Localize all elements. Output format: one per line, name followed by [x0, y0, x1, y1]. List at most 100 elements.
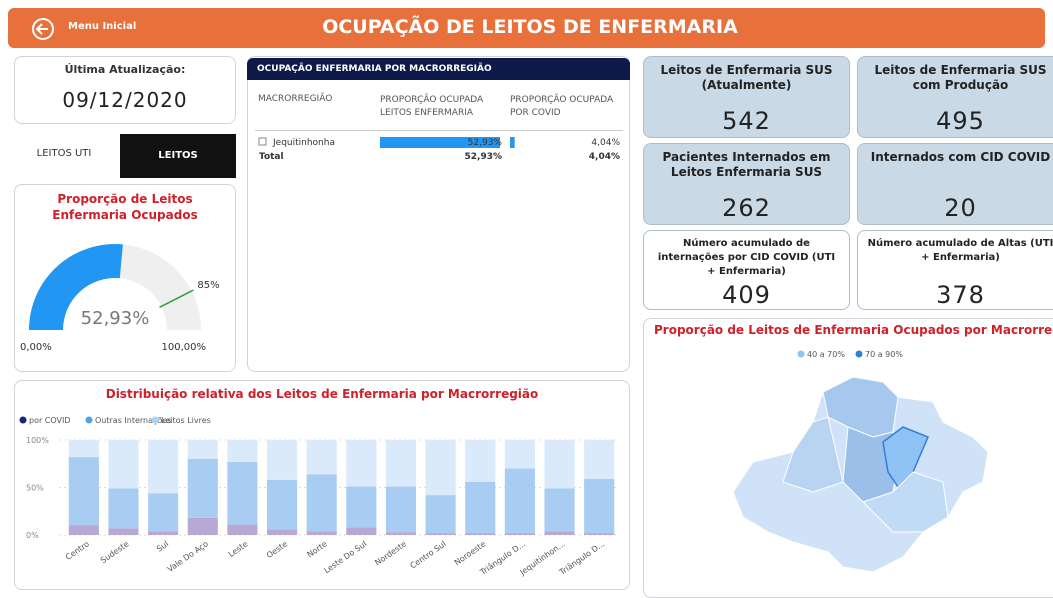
- legend-label: 40 a 70%: [807, 350, 845, 359]
- bar-segment: [68, 525, 99, 535]
- update-card: Última Atualização: 09/12/2020: [14, 56, 236, 124]
- bar-segment: [584, 440, 615, 479]
- cell: 4,04%: [589, 152, 620, 162]
- header: [8, 8, 1045, 48]
- kpi-title: Número acumulado de internações por CID …: [657, 238, 836, 277]
- bar-segment: [346, 486, 377, 528]
- y-tick-label: 0%: [26, 531, 39, 540]
- bar-segment: [68, 457, 99, 526]
- back-icon[interactable]: [30, 16, 56, 42]
- gauge-value: [29, 244, 123, 330]
- x-tick-label: Vale Do Aço: [166, 539, 210, 574]
- bar-segment: [306, 440, 337, 475]
- x-tick-label: Centro: [64, 539, 91, 562]
- x-tick-label: Centro Sul: [408, 539, 447, 570]
- gauge-max-label: 100,00%: [162, 342, 207, 353]
- bar-segment: [504, 468, 535, 534]
- bar-segment: [544, 488, 575, 532]
- bar-segment: [504, 533, 535, 535]
- data-bar: [380, 137, 501, 148]
- cell: 52,93%: [465, 152, 503, 162]
- cell: Total: [259, 152, 284, 162]
- kpi-title: Leitos de Enfermaria SUS com Produção: [874, 63, 1047, 92]
- bar-segment: [385, 532, 417, 535]
- legend-dot: [151, 416, 159, 424]
- kpi-value: 542: [722, 107, 771, 135]
- table-rule: [255, 130, 623, 131]
- data-bar: [510, 137, 515, 148]
- map-region: [862, 471, 949, 533]
- bar-segment: [346, 527, 377, 535]
- legend-dot: [855, 350, 863, 358]
- bar-segment: [346, 440, 377, 487]
- bar-segment: [584, 533, 615, 535]
- bar-segment: [465, 481, 496, 534]
- kpi-title: Internados com CID COVID: [870, 150, 1051, 164]
- kpi-value: 378: [936, 281, 985, 309]
- map: 40 a 70% 70 a 90%: [732, 350, 989, 573]
- kpi-card: Pacientes Internados em Leitos Enfermari…: [643, 143, 850, 225]
- bar-segment: [227, 440, 258, 462]
- x-tick-label: Nordeste: [373, 539, 408, 567]
- bar-segment: [68, 440, 99, 458]
- bar-segment: [425, 533, 456, 535]
- bar-title: Distribuição relativa dos Leitos de Enfe…: [105, 387, 539, 401]
- gauge-min-label: 0,00%: [20, 342, 52, 353]
- bar-segment: [306, 474, 337, 532]
- legend-label: Leitos Livres: [161, 416, 211, 425]
- kpi-value: 409: [722, 281, 771, 309]
- bar-segment: [266, 529, 298, 535]
- bar-segment: [187, 517, 218, 535]
- legend-dot: [19, 416, 27, 424]
- tab-active[interactable]: LEITOS ENFERMARIA: [120, 134, 236, 205]
- kpi-value: 262: [722, 194, 771, 222]
- bar-segment: [425, 495, 456, 534]
- update-date: 09/12/2020: [62, 88, 188, 112]
- kpi-title: Pacientes Internados em Leitos Enfermari…: [662, 150, 831, 179]
- bar-segment: [306, 531, 337, 535]
- bar-segment: [465, 533, 496, 535]
- map-title: Proporção de Leitos de Enfermaria Ocupad…: [654, 323, 1053, 337]
- expand-icon: [258, 137, 267, 146]
- bar-segment: [108, 488, 139, 529]
- kpi-title: Leitos de Enfermaria SUS (Atualmente): [660, 63, 833, 92]
- x-tick-label: Norte: [305, 539, 328, 559]
- column-header: PROPORÇÃO OCUPADA POR COVID: [510, 95, 614, 118]
- table-title: OCUPAÇÃO ENFERMARIA POR MACRORREGIÃO: [247, 58, 630, 80]
- gauge-target-label: 85%: [197, 280, 219, 291]
- bar-segment: [504, 440, 535, 469]
- bar-segment: [148, 531, 179, 535]
- bar-segment: [148, 493, 179, 532]
- bar-segment: [187, 440, 218, 459]
- bar-segment: [148, 440, 179, 494]
- kpi-card: Internados com CID COVID 20: [857, 143, 1053, 225]
- legend-label: Outras Internações: [95, 416, 171, 425]
- kpi-value: 20: [944, 194, 977, 222]
- kpi-value: 495: [936, 107, 985, 135]
- legend-dot: [85, 416, 93, 424]
- column-header: MACRORREGIÃO: [258, 94, 333, 104]
- map-region: [782, 416, 844, 493]
- x-tick-label: Sudeste: [99, 539, 131, 565]
- gauge-value-label: 52,93%: [81, 308, 150, 329]
- back-label[interactable]: Menu Inicial: [68, 21, 137, 32]
- kpi-card: Número acumulado de Altas (UTI + Enferma…: [857, 230, 1053, 310]
- cell: Jequitinhonha: [272, 138, 335, 148]
- tab[interactable]: LEITOS UTI: [36, 148, 92, 159]
- column-header: PROPORÇÃO OCUPADA LEITOS ENFERMARIA: [380, 95, 484, 118]
- x-tick-label: Sul: [155, 539, 170, 553]
- kpi-title: Número acumulado de Altas (UTI + Enferma…: [867, 238, 1053, 263]
- bar-segment: [385, 440, 417, 487]
- legend-dot: [797, 350, 805, 358]
- table-body: Jequitinhonha 52,93% 4,04% Total 52,93% 4,04%: [258, 137, 620, 162]
- header-title: OCUPAÇÃO DE LEITOS DE ENFERMARIA: [322, 16, 738, 38]
- x-tick-label: Oeste: [265, 539, 289, 560]
- x-tick-label: Leste: [227, 539, 250, 559]
- y-tick-label: 50%: [26, 484, 44, 493]
- kpi-card: Leitos de Enfermaria SUS (Atualmente) 542: [643, 56, 850, 138]
- bar-segment: [227, 461, 258, 525]
- bar-segment: [385, 486, 417, 533]
- x-tick-label: Leste Do Sul: [322, 539, 368, 575]
